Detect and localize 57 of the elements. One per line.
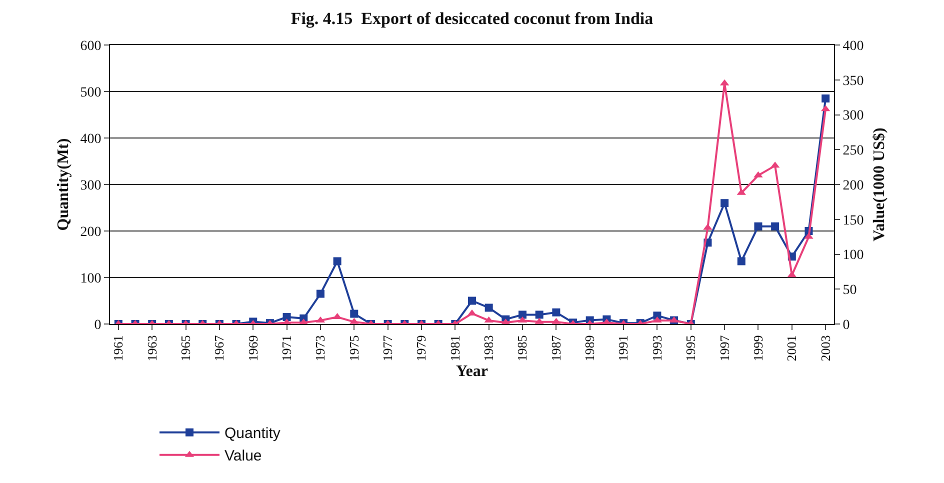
point: [282, 313, 291, 322]
x-tick-label: 1975: [346, 335, 362, 362]
point: [535, 310, 544, 319]
x-tick-label: 1999: [750, 335, 766, 362]
point: [737, 257, 746, 266]
y-tick-label: 500: [80, 85, 102, 100]
x-tick-label: 1969: [245, 335, 260, 362]
point: [771, 222, 780, 230]
x-tick-label: 1967: [212, 334, 227, 362]
point: [484, 304, 493, 312]
y-tick-label: 200: [80, 224, 102, 240]
legend-label: Quantity: [224, 425, 281, 442]
x-tick-label: 2001: [784, 335, 800, 362]
legend-label: Value: [224, 448, 262, 465]
x-tick-label: 2003: [818, 335, 833, 362]
x-axis-title: Year: [456, 362, 488, 380]
x-tick-label: 1989: [582, 335, 598, 362]
x-tick-label: 1987: [548, 334, 564, 362]
x-tick-label: 1963: [144, 335, 160, 362]
point: [518, 310, 527, 319]
y2-tick-label: 200: [842, 178, 864, 194]
y2-tick-label: 400: [842, 38, 864, 54]
x-tick-label: 1977: [380, 334, 396, 362]
y-tick-label: 600: [80, 38, 102, 54]
x-tick-label: 1997: [716, 334, 732, 362]
point: [350, 310, 358, 318]
x-tick-label: 1995: [683, 335, 698, 362]
x-tick-label: 1993: [649, 335, 664, 362]
x-tick-label: 1991: [616, 335, 631, 362]
y-tick-label: 300: [80, 178, 102, 194]
x-tick-label: 1973: [312, 335, 328, 362]
point: [552, 308, 560, 316]
x-tick-label: 1981: [447, 335, 462, 362]
y2-tick-label: 100: [842, 248, 864, 264]
x-tick-label: 1961: [110, 335, 126, 362]
y2-tick-label: 150: [842, 213, 864, 228]
y2-tick-label: 0: [842, 318, 850, 333]
chart-title: Fig. 4.15 Export of desiccated coconut from India: [290, 8, 654, 28]
point: [720, 199, 729, 208]
point: [468, 296, 476, 305]
y2-tick-label: 50: [842, 283, 857, 298]
y-tick-label: 100: [80, 271, 102, 286]
x-tick-label: 1985: [514, 335, 530, 362]
y2-tick-label: 300: [842, 108, 864, 124]
y2-axis-title: Value(1000 US$): [871, 128, 888, 242]
x-tick-label: 1983: [481, 335, 496, 362]
y2-tick-label: 350: [842, 74, 864, 89]
point: [316, 290, 324, 298]
x-tick-label: 1965: [178, 335, 193, 362]
point: [754, 222, 762, 230]
y-tick-label: 400: [80, 132, 102, 147]
y-tick-label: 0: [94, 318, 102, 333]
y-axis-title: Quantity(Mt): [55, 138, 72, 231]
point: [333, 257, 342, 266]
y2-tick-label: 250: [842, 144, 864, 159]
x-tick-label: 1971: [279, 335, 294, 362]
x-tick-label: 1979: [414, 335, 429, 362]
